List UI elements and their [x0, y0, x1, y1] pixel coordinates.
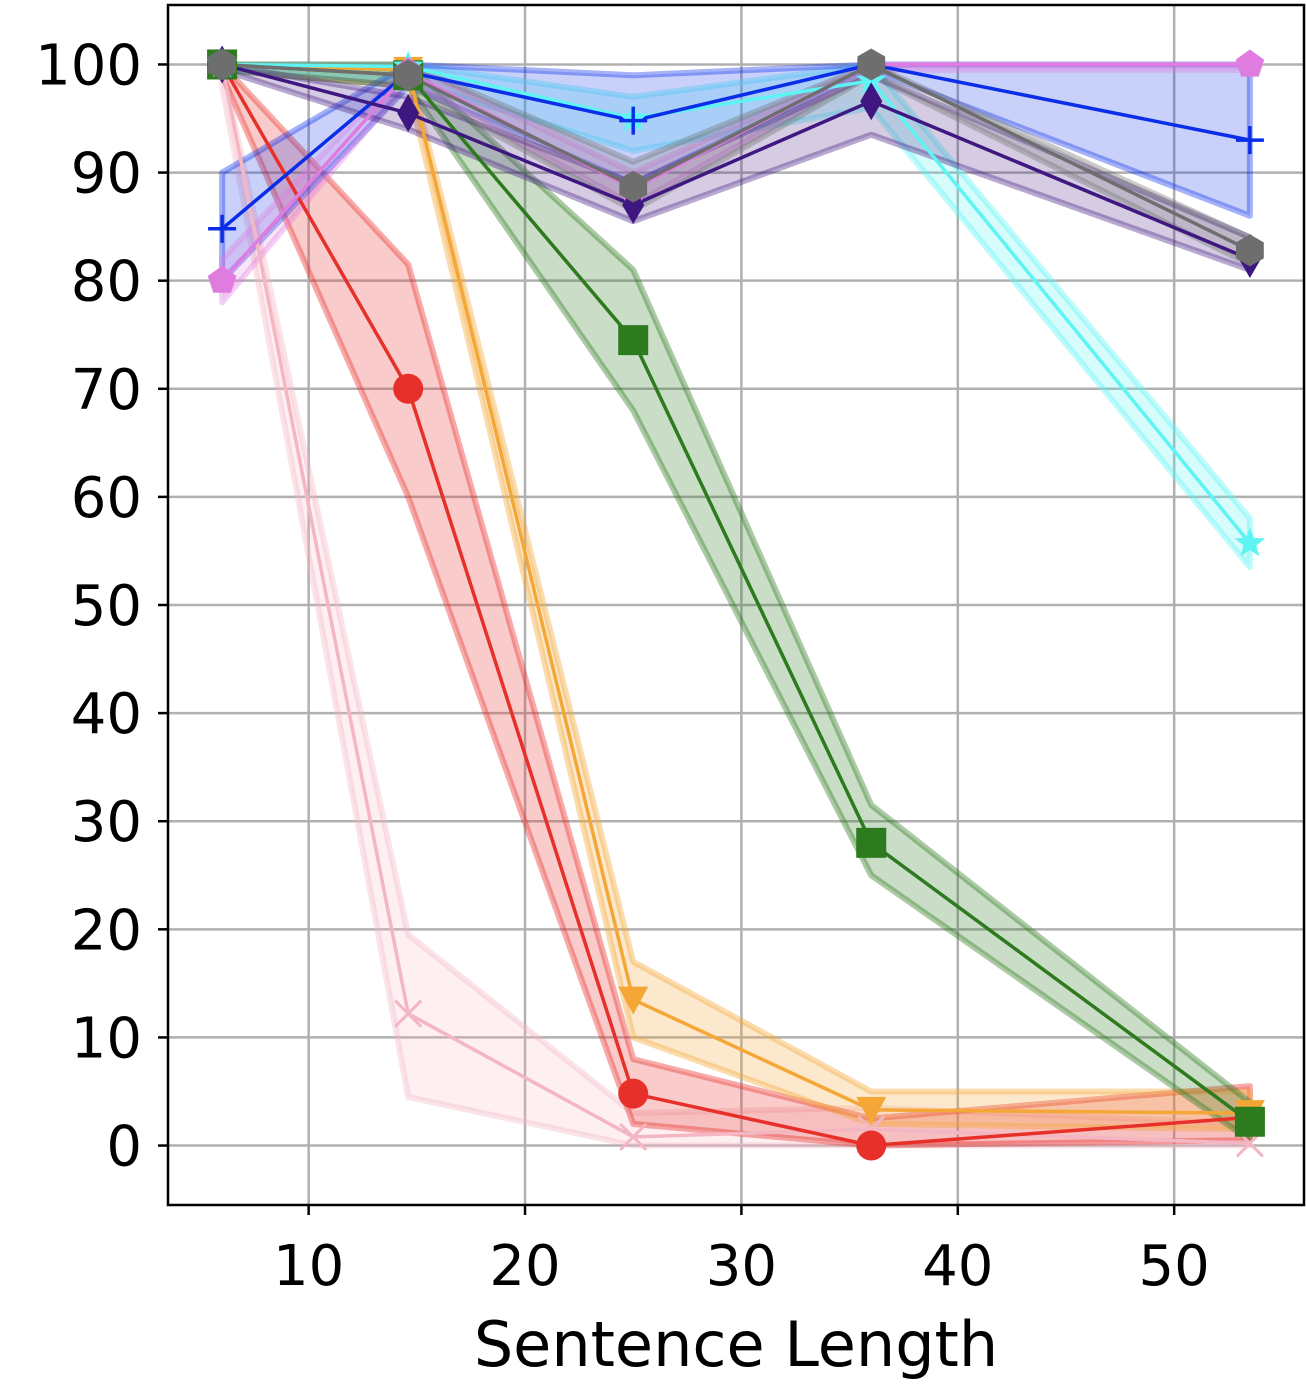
y-tick-label: 30 — [71, 790, 142, 855]
orange-triangle-point — [856, 1096, 887, 1125]
green-square-point — [1234, 1106, 1265, 1137]
gray-hexagon-point — [619, 170, 648, 203]
cyan-star-band — [219, 61, 1253, 571]
orange-triangle-point — [618, 986, 649, 1015]
blue-plus-point — [208, 214, 237, 243]
magenta-pentagon-point — [1235, 49, 1265, 77]
x-stroke — [619, 1122, 648, 1151]
gray-hexagon-point — [1236, 234, 1264, 267]
red-circle-band — [219, 61, 1253, 1149]
blue-plus-band — [219, 61, 1253, 284]
pink-x-point — [619, 1122, 648, 1151]
gray-hexagon-point — [208, 48, 236, 81]
y-tick-label: 80 — [71, 250, 142, 315]
x-tick-label: 30 — [706, 1234, 777, 1299]
y-tick-label: 70 — [71, 358, 142, 423]
tick-labels: 10 20 30 40 50 0 10 20 30 40 50 60 70 80 90 100 — [35, 33, 1210, 1299]
gray-hexagon-point — [857, 48, 886, 81]
y-tick-label: 10 — [71, 1006, 142, 1071]
y-tick-label: 20 — [71, 898, 142, 963]
y-tick-label: 50 — [71, 574, 142, 639]
indigo-diamond-point — [860, 82, 883, 121]
green-square-point — [856, 827, 887, 858]
green-square-point — [618, 325, 649, 356]
y-tick-label: 100 — [35, 33, 142, 98]
gray-hexagon-point — [394, 59, 422, 92]
pink-x-point — [394, 999, 423, 1028]
x-stroke — [394, 999, 423, 1028]
cyan-star-point — [1234, 527, 1266, 557]
x-tick-label: 50 — [1139, 1234, 1210, 1299]
confidence-bands — [219, 61, 1253, 1149]
indigo-diamond-point — [397, 94, 420, 133]
x-tick-label: 10 — [273, 1234, 344, 1299]
y-tick-label: 60 — [71, 466, 142, 531]
red-circle-point — [856, 1130, 887, 1161]
series-markers — [206, 45, 1266, 1161]
blue-plus-point — [619, 106, 648, 135]
y-tick-label: 0 — [106, 1115, 142, 1180]
x-tick-label: 20 — [489, 1234, 560, 1299]
magenta-pentagon-point — [207, 265, 237, 293]
plot-frame — [166, 3, 1306, 1207]
red-circle-point — [393, 373, 424, 404]
blue-plus-point — [1235, 126, 1264, 155]
x-axis-title: Sentence Length — [474, 1308, 998, 1381]
green-square-band — [219, 61, 1253, 1144]
y-tick-label: 40 — [71, 682, 142, 747]
y-tick-label: 90 — [71, 142, 142, 207]
red-circle-point — [618, 1078, 649, 1109]
x-tick-label: 40 — [922, 1234, 993, 1299]
